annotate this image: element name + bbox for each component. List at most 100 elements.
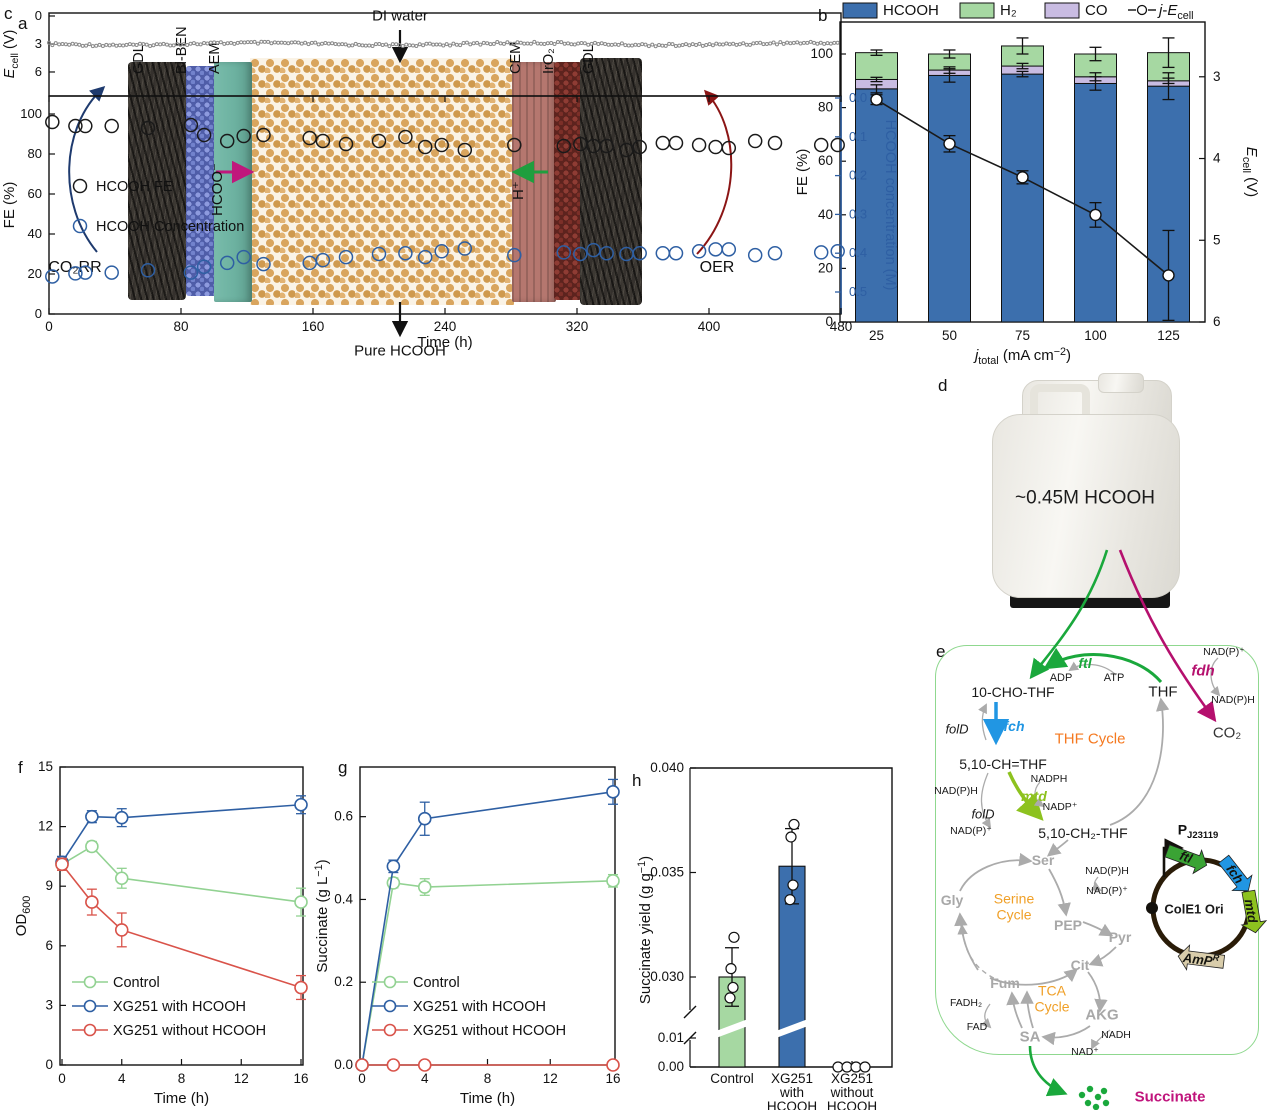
y-tick-label: 0 [45,1057,53,1072]
ecell-axis-title: Ecell (V) [2,30,21,79]
arrow [1090,876,1102,891]
arrow [1088,946,1117,967]
fe-point [256,127,271,143]
fe-vs-current-chart: 0 20 40 60 80 100 3 4 5 6 25 50 75 100 125 FE (%) Ecell … [794,2,1260,367]
x-tick-label: 0 [358,1071,366,1086]
right-tick-label: 3 [1213,69,1221,84]
pathway-label: Gly [940,892,964,909]
conc-point [747,247,763,263]
gene-arrow-mtd [1240,889,1268,934]
fe-point [236,128,251,144]
pathway-label: NAD(P)H [1085,865,1129,878]
panel-label-h: h [632,771,642,790]
right-tick-label: 6 [1213,314,1221,329]
conc-point [655,245,671,261]
series-marker [55,857,69,872]
y-axis-title: Succinate yield (g g−1) [636,856,654,1004]
panel-label-b: b [818,6,828,25]
pathway-label: ColE1 Ori [1164,901,1224,917]
arrow [1033,781,1045,808]
yield-point [728,931,740,943]
series-marker [417,880,432,894]
succinate-dot [1086,1085,1094,1093]
y-tick-label: 0.030 [650,969,684,984]
pathway-label: NAD(P)H [934,785,978,798]
fe-point [417,139,433,155]
series-line [361,791,614,1066]
x-tick-label: 12 [543,1071,558,1086]
pathway-label: folD [945,721,969,737]
fe-point [507,137,522,153]
pathway-label: Ser [1031,852,1055,869]
x-axis-title: Time (h) [154,1090,209,1107]
fe-point [315,133,331,149]
y-tick-label: 12 [38,819,53,834]
legend-label: XG251 with HCOOH [413,999,546,1015]
jug-body [992,414,1180,598]
succinate-dot [1078,1091,1086,1099]
conc-point [45,269,60,284]
ecell-tick: 3 [35,36,42,51]
arrow [959,852,1033,892]
arrow [1028,1045,1068,1097]
od600-chart: 0 3 6 9 12 15 0 4 8 12 16 Control XG251 with HCOOH XG… [13,759,309,1107]
fe-point [599,138,614,154]
succinate-yield-chart: 0.00 0.01 0.030 0.035 0.040 Control XG251 with H… [636,760,893,1110]
conc-point [398,245,413,261]
conc-point [721,242,737,257]
x-tick-label: 16 [293,1071,308,1086]
arrow [1087,971,1108,1013]
fe-tick: 0 [35,306,42,321]
legend-label: XG251 with HCOOH [113,999,246,1015]
arrow [1006,991,1023,1029]
conc-point [830,244,845,259]
fe-point [68,118,83,134]
series-marker [294,895,308,909]
bar-segment-HCOOH [855,88,898,323]
ori-dot [1146,902,1158,914]
y-tick-label: 0.0 [334,1057,353,1072]
arrow [981,1003,992,1029]
y-tick-label: 0.035 [650,865,684,880]
bi-ben-catalyst-layer [186,66,216,296]
pathway-label: Fum [990,975,1020,992]
conc-point [417,249,433,265]
fe-point [457,142,473,158]
y-tick-label: 0.4 [334,891,353,906]
y-tick-label: 0.01 [658,1030,684,1045]
bar-segment-HCOOH [1001,73,1044,323]
pathway-label: TCA Cycle [1034,982,1070,1014]
pathway-label: Succinate [1134,1088,1206,1106]
x-axis-title: Time (h) [460,1090,515,1107]
panel-c-chart: c 0 3 6 0 20 40 60 80 100 0.0 0.1 0.2 0.3 0.4 0.5 0 80 16… [0,0,925,351]
x-tick-label: 8 [178,1071,186,1086]
fe-point [219,133,235,149]
conc-point [632,245,647,261]
gene-arrow-fch [1218,854,1253,892]
x-tick-label: 12 [234,1071,249,1086]
x-tick-label: 25 [869,328,884,343]
arrow [1020,990,1034,1029]
right-tick-label: 4 [1213,151,1221,166]
conc-point [140,263,156,278]
time-tick: 80 [173,319,188,334]
conc-point [586,242,601,258]
pathway-label: PEP [1053,917,1083,934]
y-tick-label: 0.2 [334,974,353,989]
cell-boundary-box [935,645,1259,1055]
series-line [361,880,614,1066]
succinate-dot [1092,1103,1100,1110]
pathway-label: NAD(P)⁺ [1203,646,1245,659]
arrow [1091,1029,1111,1050]
fe-point [708,139,723,155]
series-marker [294,980,308,995]
legend-label: HCOOH [883,2,939,19]
legend-swatch-CO [1044,2,1080,19]
ecell-marker [1162,269,1175,282]
arrow [1118,549,1217,723]
fe-point [78,118,93,134]
series-marker [606,874,620,888]
series-marker [606,1058,620,1072]
panel-label-g: g [338,758,348,777]
